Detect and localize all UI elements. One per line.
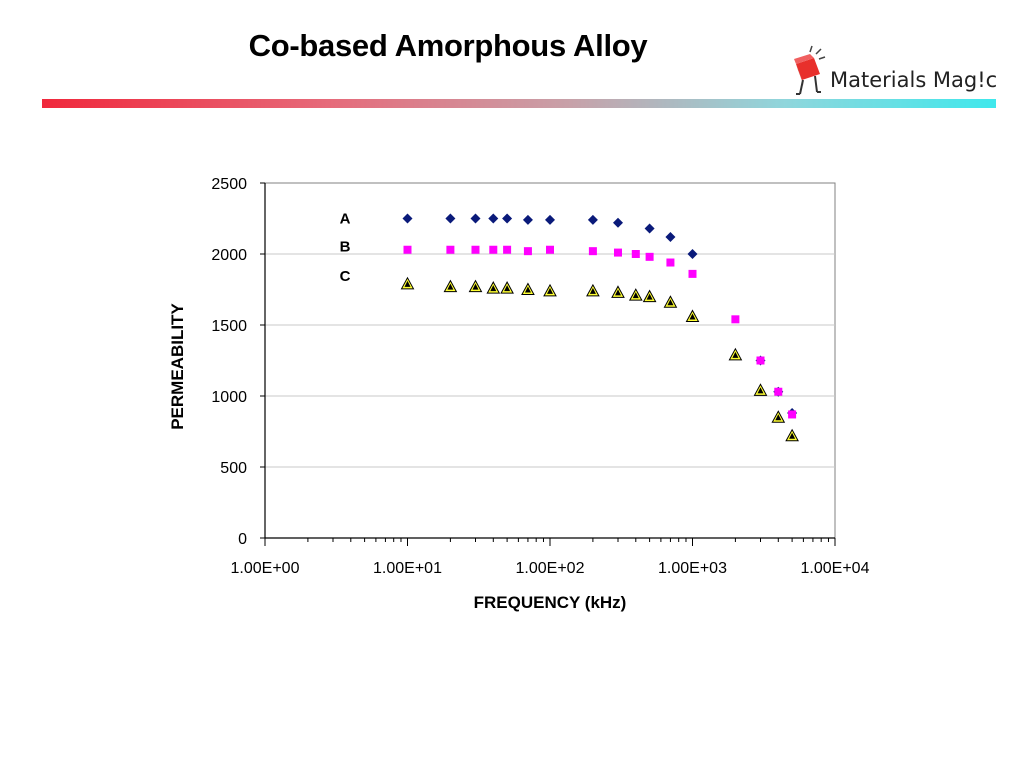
series-B [403, 245, 797, 419]
data-point-A [665, 231, 676, 242]
data-point-A [445, 213, 456, 224]
data-point-A [502, 213, 513, 224]
data-point-A [687, 249, 698, 259]
x-tick-label: 1.00E+03 [658, 560, 727, 577]
y-axis-title: PERMEABILITY [168, 303, 187, 430]
data-point-C-core [504, 285, 511, 292]
data-point-C-core [614, 289, 621, 296]
data-point-B [523, 247, 532, 256]
header-gradient-bar [42, 99, 996, 108]
x-tick-label: 1.00E+04 [801, 560, 870, 577]
data-point-C-core [447, 283, 454, 290]
data-point-C-core [732, 351, 739, 358]
x-axis-ticks: 1.00E+00 1.00E+01 1.00E+02 1.00E+03 1.00E+04 [231, 538, 870, 577]
data-point-A [402, 213, 413, 224]
data-point-B [774, 387, 783, 396]
data-point-B [403, 245, 412, 254]
series-label-A: A [340, 211, 351, 228]
data-point-B [666, 258, 675, 267]
data-point-B [613, 248, 622, 257]
data-point-B [471, 245, 480, 254]
data-point-C-core [589, 287, 596, 294]
data-point-A [470, 213, 481, 224]
data-point-C-core [632, 292, 639, 299]
data-point-B [546, 245, 554, 254]
x-tick-label: 1.00E+02 [516, 560, 585, 577]
data-point-C-core [404, 280, 411, 287]
plot-area [264, 182, 836, 539]
data-point-C-core [472, 283, 479, 290]
y-tick-label: 2500 [211, 176, 247, 193]
series-label-B: B [340, 239, 351, 256]
data-point-C-core [524, 286, 531, 293]
logo-text: Materials Mag!c [830, 68, 998, 92]
series-labels: ABC [340, 211, 351, 285]
data-point-B [631, 250, 640, 258]
x-tick-label: 1.00E+01 [373, 560, 442, 577]
materials-magic-logo: Materials Mag!c [790, 44, 1000, 99]
data-point-C-core [667, 299, 674, 306]
y-axis-ticks: 0 500 1000 1500 2000 2500 [211, 176, 265, 548]
data-point-A [587, 214, 598, 225]
y-tick-label: 1000 [211, 389, 247, 406]
data-point-B [731, 315, 740, 324]
x-tick-label: 1.00E+00 [231, 560, 300, 577]
data-point-B [645, 252, 654, 261]
slide-title: Co-based Amorphous Alloy [248, 28, 648, 63]
data-point-C-core [689, 313, 696, 320]
x-axis-title: FREQUENCY (kHz) [474, 593, 627, 612]
series-C [400, 276, 799, 442]
series-layer [400, 213, 799, 442]
y-tick-label: 0 [238, 531, 247, 548]
box-mascot-icon [794, 45, 826, 95]
series-label-C: C [340, 268, 351, 285]
data-point-B [788, 410, 797, 419]
data-point-B [503, 245, 512, 254]
data-point-C-core [490, 285, 497, 292]
data-point-B [688, 269, 697, 278]
y-tick-label: 1500 [211, 318, 247, 335]
data-point-A [488, 213, 499, 224]
data-point-A [545, 214, 555, 225]
data-point-C-core [646, 293, 653, 300]
data-point-C-core [775, 414, 782, 421]
gridlines [265, 253, 835, 468]
data-point-B [446, 245, 455, 254]
data-point-A [522, 214, 533, 225]
data-point-B [489, 245, 498, 254]
data-point-C-core [789, 432, 796, 439]
data-point-C-core [547, 287, 553, 294]
y-tick-label: 500 [220, 460, 247, 477]
data-point-A [644, 223, 655, 234]
data-point-B [588, 247, 597, 256]
y-tick-label: 2000 [211, 247, 247, 264]
data-point-C-core [757, 387, 764, 394]
data-point-B [756, 356, 765, 365]
data-point-A [612, 217, 623, 228]
